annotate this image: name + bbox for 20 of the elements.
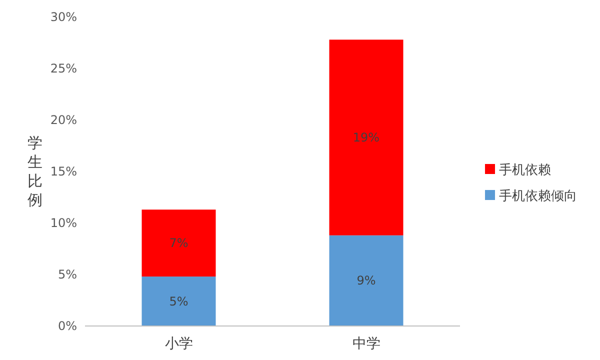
data-label: 19% xyxy=(352,130,380,145)
y-tick-label: 20% xyxy=(50,113,77,127)
y-tick-label: 5% xyxy=(58,268,77,282)
bar xyxy=(142,276,216,326)
legend-label: 手机依赖倾向 xyxy=(499,189,577,204)
x-tick-label: 中学 xyxy=(352,336,380,352)
legend-label: 手机依赖 xyxy=(499,163,551,178)
y-axis-title: 学生比例 xyxy=(28,134,42,209)
data-label: 9% xyxy=(356,274,376,288)
y-tick-label: 15% xyxy=(50,164,77,178)
bar xyxy=(329,40,404,236)
y-tick-label: 30% xyxy=(50,10,77,24)
y-tick-label: 0% xyxy=(58,319,77,333)
bar xyxy=(142,210,216,277)
y-tick-label: 25% xyxy=(50,62,77,76)
data-label: 7% xyxy=(169,236,188,250)
bar xyxy=(329,235,404,326)
y-tick-label: 10% xyxy=(50,216,77,230)
x-tick-label: 小学 xyxy=(164,336,193,352)
data-label: 5% xyxy=(169,294,188,308)
